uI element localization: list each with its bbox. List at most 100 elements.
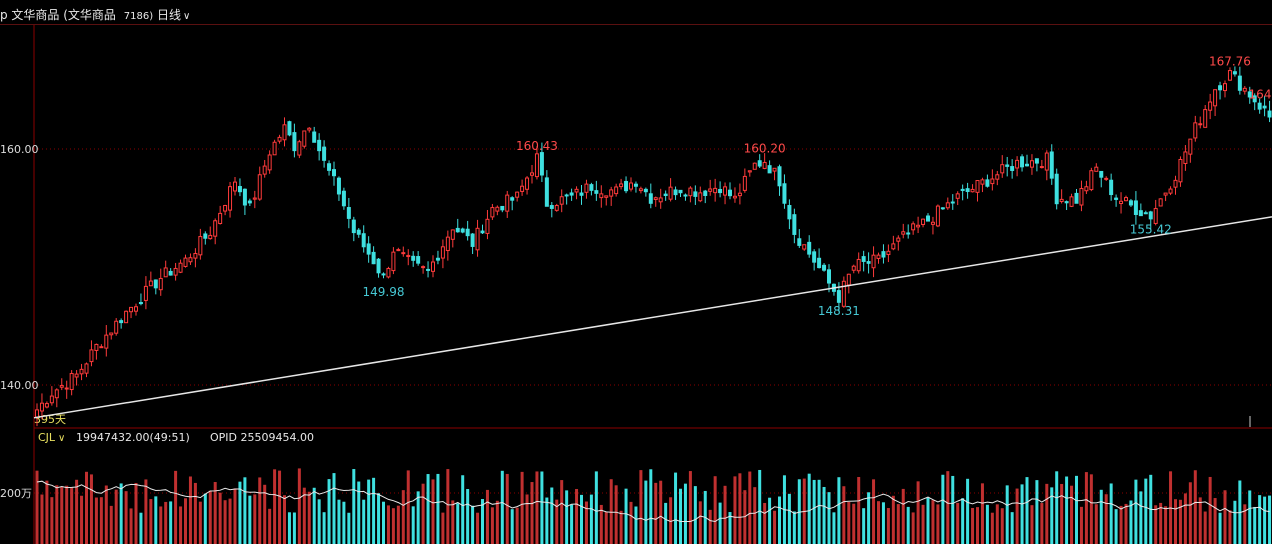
volume-bar	[619, 510, 623, 544]
volume-bar	[713, 476, 717, 544]
candle-body	[99, 346, 104, 349]
volume-bar	[233, 488, 237, 544]
volume-bar	[193, 482, 197, 544]
volume-bar	[203, 493, 207, 544]
candle-body	[129, 306, 134, 313]
volume-bar	[322, 512, 326, 544]
volume-bar	[273, 469, 277, 544]
volume-bar	[510, 509, 514, 544]
candle-body	[1074, 192, 1079, 204]
candle-body	[1128, 200, 1133, 206]
volume-bar	[129, 508, 133, 544]
candle-body	[267, 154, 272, 171]
volume-bar	[857, 477, 861, 544]
candle-body	[609, 189, 614, 197]
volume-bar	[1129, 500, 1133, 544]
candle-body	[1114, 197, 1119, 200]
candle-body	[114, 320, 119, 334]
volume-bar	[980, 483, 984, 544]
candle-body	[505, 194, 510, 212]
volume-bar	[1243, 504, 1247, 544]
volume-bar	[1188, 482, 1192, 544]
indicator-chevron-icon[interactable]: ∨	[58, 433, 65, 444]
volume-bar	[1248, 490, 1252, 544]
volume-bar	[456, 503, 460, 544]
opid-value: OPID 25509454.00	[210, 431, 314, 444]
candle-body	[282, 124, 287, 141]
volume-bar	[728, 512, 732, 544]
volume-bar	[481, 499, 484, 544]
volume-bar	[476, 512, 480, 544]
chart-frame	[33, 25, 1272, 544]
instrument-title[interactable]: p 文华商品 (文华商品 7186)	[0, 6, 153, 23]
volume-bar	[1208, 476, 1212, 544]
trendline	[33, 216, 1272, 419]
volume-bar	[396, 505, 400, 544]
candle-body	[886, 250, 891, 256]
candle-body	[475, 227, 480, 251]
volume-bar	[505, 473, 509, 544]
price-annotation: 155.42	[1130, 222, 1172, 236]
candle-body	[59, 385, 64, 388]
candle-body	[1005, 164, 1010, 167]
candle-body	[817, 257, 822, 269]
volume-tick: 200万	[0, 487, 32, 500]
volume-bar	[1174, 499, 1177, 544]
volume-bar	[891, 495, 895, 544]
volume-bar	[124, 491, 128, 544]
volume-bar	[169, 501, 173, 544]
candle-body	[104, 334, 109, 349]
volume-bar	[812, 479, 816, 544]
candle-body	[208, 234, 213, 240]
candle-body	[426, 268, 431, 271]
volume-bar	[1134, 479, 1138, 544]
volume-bar	[372, 477, 376, 544]
indicator-header: CJL ∨ 19947432.00(49:51) OPID 25509454.0…	[38, 431, 314, 444]
volume-bar	[1154, 505, 1158, 544]
volume-bar	[654, 482, 658, 544]
candle-body	[693, 191, 698, 197]
volume-bar	[485, 489, 489, 544]
candle-body	[955, 193, 960, 199]
candle-body	[1104, 177, 1109, 180]
candle-body	[346, 207, 351, 219]
volume-bar	[792, 511, 796, 544]
candle-body	[376, 258, 381, 274]
candle-body	[822, 264, 827, 271]
candle-body	[262, 165, 267, 175]
volume-bar	[1099, 489, 1103, 544]
volume-bar	[822, 486, 826, 544]
volume-bar	[827, 492, 831, 544]
candle-body	[1223, 83, 1227, 92]
candle-body	[871, 254, 876, 269]
candle-body	[168, 270, 173, 276]
volume-bar	[1055, 471, 1059, 544]
volume-bar	[941, 474, 945, 544]
candle-body	[366, 243, 371, 255]
period-selector[interactable]: 日线 ∨	[157, 6, 190, 23]
candle-body	[643, 188, 648, 193]
candle-body	[728, 189, 732, 197]
candle-body	[1213, 89, 1218, 107]
volume-bar	[921, 504, 925, 544]
candle-body	[109, 332, 114, 336]
candle-body	[1237, 75, 1242, 91]
candle-body	[1020, 156, 1025, 168]
volume-bar	[1268, 495, 1272, 544]
period-label: 日线	[157, 8, 182, 22]
volume-bar	[931, 500, 935, 544]
candle-body	[1138, 210, 1143, 217]
candle-body	[836, 290, 841, 303]
candle-body	[807, 241, 812, 255]
candle-body	[341, 190, 346, 207]
indicator-name[interactable]: CJL	[38, 431, 56, 444]
candle-body	[648, 193, 653, 204]
volume-bar	[223, 500, 227, 544]
candle-body	[1208, 101, 1213, 111]
candle-body	[252, 197, 257, 200]
volume-bar	[906, 506, 910, 544]
volume-bar	[40, 494, 44, 544]
volume-bar	[787, 493, 791, 544]
volume-bar	[1070, 485, 1074, 544]
